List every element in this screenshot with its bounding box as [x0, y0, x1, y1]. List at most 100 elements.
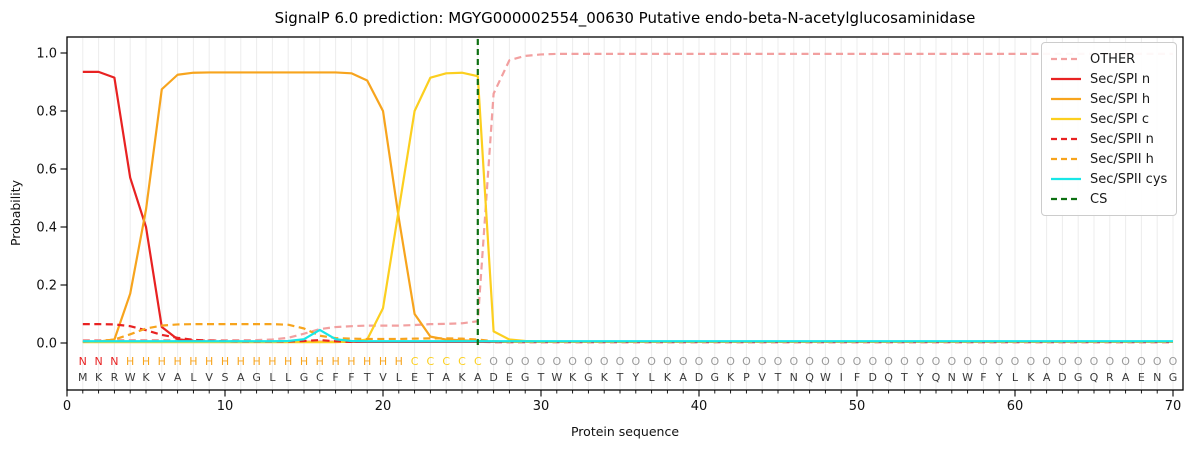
region-label: O — [932, 355, 941, 368]
region-label: O — [742, 355, 751, 368]
series-sec-spii-cys — [82, 328, 1173, 343]
x-tick-label: 40 — [691, 399, 708, 414]
legend-line-sample — [1051, 117, 1081, 121]
region-label: N — [94, 355, 102, 368]
y-tick-label: 0.0 — [36, 337, 57, 352]
region-label: O — [789, 355, 798, 368]
residue-letter: G — [711, 371, 720, 384]
region-label: H — [363, 355, 371, 368]
residue-letter: A — [442, 371, 450, 384]
residue-letter: F — [854, 371, 860, 384]
region-label: H — [284, 355, 292, 368]
y-axis-ticks: 0.0 0.2 0.4 0.6 0.8 1.0 — [36, 47, 67, 352]
residue-letter: I — [840, 371, 843, 384]
residue-letter: W — [962, 371, 973, 384]
region-label: H — [379, 355, 387, 368]
residue-letter: K — [95, 371, 103, 384]
residue-letter: L — [269, 371, 276, 384]
region-label: O — [647, 355, 656, 368]
x-axis-label: Protein sequence — [570, 424, 680, 439]
residue-letter: A — [1043, 371, 1051, 384]
region-label: H — [300, 355, 308, 368]
residue-letter: G — [252, 371, 261, 384]
legend-line-sample — [1051, 157, 1081, 161]
region-label: O — [900, 355, 909, 368]
region-label: H — [221, 355, 229, 368]
region-label: O — [1026, 355, 1035, 368]
region-label: H — [189, 355, 197, 368]
region-label: C — [427, 355, 435, 368]
residue-letter: G — [1074, 371, 1083, 384]
residue-letter: K — [458, 371, 466, 384]
region-label: O — [1011, 355, 1020, 368]
residue-letter: Y — [995, 371, 1003, 384]
legend-line-sample — [1051, 197, 1081, 201]
residue-letter: D — [489, 371, 497, 384]
residue-letter: L — [285, 371, 292, 384]
region-label: O — [631, 355, 640, 368]
x-tick-label: 10 — [217, 399, 234, 414]
residue-letter: F — [348, 371, 354, 384]
region-label: O — [995, 355, 1004, 368]
legend-entry: OTHER — [1050, 49, 1168, 69]
region-label: H — [252, 355, 260, 368]
residue-letter: T — [363, 371, 371, 384]
region-label: O — [1042, 355, 1051, 368]
region-label: H — [316, 355, 324, 368]
region-label: H — [331, 355, 339, 368]
residue-letter: K — [1027, 371, 1035, 384]
residue-letter: A — [1122, 371, 1130, 384]
residue-letter: K — [727, 371, 735, 384]
region-label: O — [1058, 355, 1067, 368]
legend-entry: CS — [1050, 189, 1168, 209]
region-label: H — [268, 355, 276, 368]
y-tick-label: 0.6 — [36, 163, 57, 178]
residue-letter: Y — [631, 371, 639, 384]
residue-letter: V — [205, 371, 213, 384]
region-label: O — [584, 355, 593, 368]
residue-letter: E — [411, 371, 418, 384]
series-sec-spi-c — [82, 71, 1173, 344]
legend-entry-label: CS — [1090, 191, 1108, 207]
y-tick-label: 0.4 — [36, 221, 57, 236]
residue-letter: T — [900, 371, 908, 384]
residue-letter: K — [601, 371, 609, 384]
region-label: N — [79, 355, 87, 368]
legend-entry-label: Sec/SPI c — [1090, 111, 1149, 127]
residue-letter: Q — [932, 371, 941, 384]
region-label: O — [537, 355, 546, 368]
region-label: O — [1153, 355, 1162, 368]
region-label: O — [1169, 355, 1178, 368]
residue-letter: V — [758, 371, 766, 384]
region-label: H — [173, 355, 181, 368]
residue-letter: D — [869, 371, 877, 384]
series-other — [82, 52, 1173, 342]
residue-letter: L — [649, 371, 656, 384]
residue-letter: N — [790, 371, 798, 384]
residue-letter: D — [1058, 371, 1066, 384]
residue-letter: Q — [884, 371, 893, 384]
region-label: O — [884, 355, 893, 368]
residue-letter: W — [551, 371, 562, 384]
region-label: O — [521, 355, 530, 368]
residue-letter: C — [316, 371, 324, 384]
residue-letter: K — [664, 371, 672, 384]
legend-entry-label: Sec/SPII cys — [1090, 171, 1168, 187]
legend-entry-label: OTHER — [1090, 51, 1136, 67]
x-tick-label: 0 — [63, 399, 71, 414]
residue-letter: F — [332, 371, 338, 384]
region-label: H — [205, 355, 213, 368]
residue-letter: G — [300, 371, 309, 384]
residue-letter: T — [616, 371, 624, 384]
residue-letter: S — [222, 371, 229, 384]
residue-letter: T — [537, 371, 545, 384]
region-label: O — [868, 355, 877, 368]
legend-entry-label: Sec/SPI n — [1090, 71, 1151, 87]
residue-letter: L — [1012, 371, 1019, 384]
legend-entry: Sec/SPII n — [1050, 129, 1168, 149]
region-label: H — [237, 355, 245, 368]
residue-letter: A — [679, 371, 687, 384]
region-label: H — [158, 355, 166, 368]
region-label: O — [726, 355, 735, 368]
